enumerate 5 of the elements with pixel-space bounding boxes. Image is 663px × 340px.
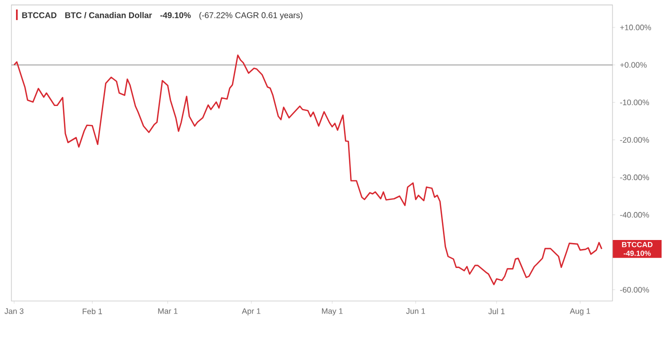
line-series [13, 54, 602, 286]
legend-label: BTCCAD [22, 12, 56, 18]
annotation: -49.10% [160, 12, 191, 18]
annotation: BTC / Canadian Dollar [65, 12, 152, 18]
annotation: (-67.22% CAGR 0.61 years) [199, 12, 302, 20]
